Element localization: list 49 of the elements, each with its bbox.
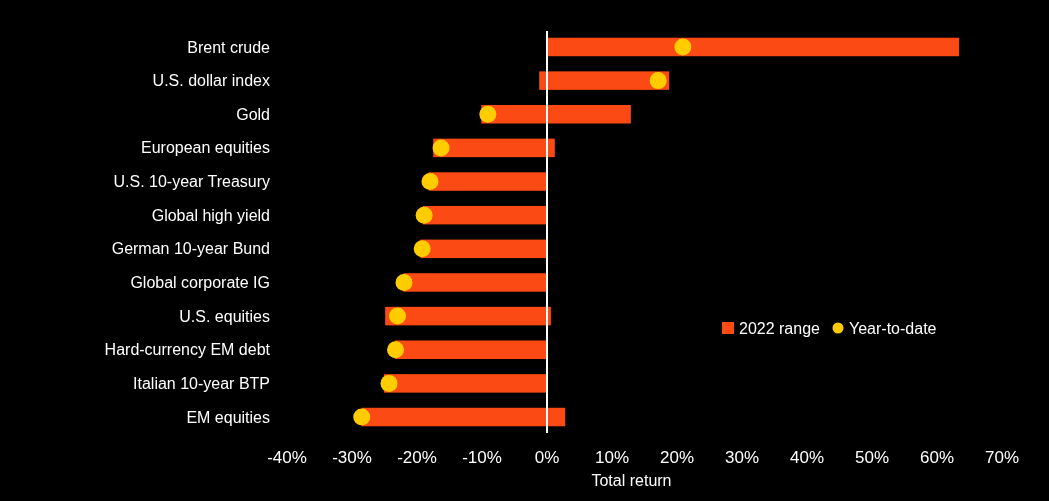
bar — [428, 172, 547, 191]
y-tick-label: European equities — [141, 139, 270, 157]
y-tick-label: German 10-year Bund — [111, 240, 270, 258]
x-tick-label: 30% — [724, 448, 760, 467]
point — [380, 374, 398, 392]
x-tick-label: -20% — [397, 448, 437, 467]
bar — [385, 306, 551, 326]
point — [649, 72, 667, 90]
y-tick-label: Italian 10-year BTP — [133, 374, 270, 392]
x-tick-label: 50% — [854, 448, 890, 467]
point — [415, 206, 433, 224]
y-tick-label: Gold — [236, 105, 270, 123]
y-tick-label: Global high yield — [151, 206, 270, 224]
y-tick-label: Global corporate IG — [130, 274, 270, 292]
bar — [547, 37, 960, 57]
legend-label: 2022 range — [739, 319, 821, 337]
point — [432, 139, 450, 157]
bar — [383, 374, 547, 393]
bar — [481, 105, 631, 124]
bar — [394, 340, 547, 359]
point — [395, 273, 413, 291]
point — [353, 408, 371, 426]
y-tick-label: Brent crude — [187, 38, 271, 56]
bar — [420, 239, 547, 259]
y-tick-label: Hard-currency EM debt — [104, 341, 271, 359]
bar — [361, 407, 566, 427]
bar — [422, 205, 547, 225]
point — [674, 38, 692, 56]
point — [387, 341, 405, 359]
point — [421, 173, 439, 191]
y-tick-label: U.S. 10-year Treasury — [113, 173, 270, 191]
x-tick-label: 40% — [789, 448, 825, 467]
x-tick-label: -10% — [462, 448, 502, 467]
x-tick-label: 10% — [594, 448, 630, 467]
y-tick-label: U.S. equities — [179, 307, 270, 325]
point — [413, 240, 431, 258]
legend-label: Year-to-date — [849, 319, 937, 337]
x-tick-label: 0% — [534, 448, 560, 467]
point — [389, 307, 406, 325]
x-tick-label: -40% — [267, 448, 307, 467]
bar — [403, 273, 547, 292]
x-tick-label: 20% — [659, 448, 695, 467]
x-tick-label: 60% — [919, 448, 955, 467]
y-tick-label: U.S. dollar index — [152, 72, 270, 90]
x-axis-title: Total return — [591, 472, 672, 489]
x-tick-label: -30% — [332, 448, 372, 467]
point — [479, 105, 497, 123]
y-tick-label: EM equities — [186, 408, 270, 426]
x-tick-label: 70% — [984, 448, 1020, 467]
